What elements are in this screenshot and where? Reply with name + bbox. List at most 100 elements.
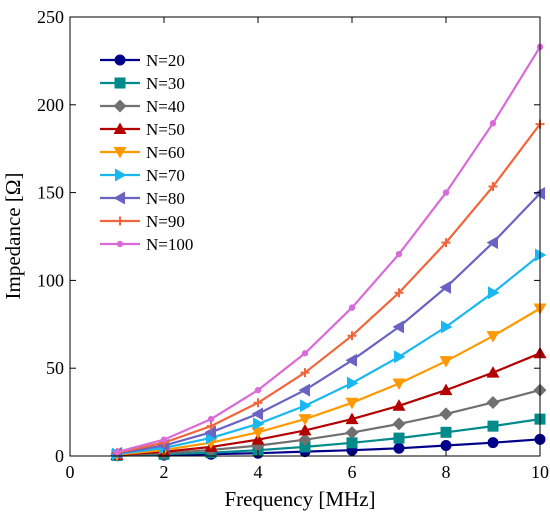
legend-item: N=80: [100, 189, 185, 208]
data-point: [486, 366, 500, 378]
data-point: [204, 425, 216, 439]
legend-label: N=40: [146, 97, 185, 116]
data-point: [298, 383, 310, 397]
data-point: [253, 398, 263, 408]
legend-marker: [115, 168, 127, 182]
data-point: [535, 248, 547, 262]
data-point: [254, 386, 262, 394]
data-point: [533, 186, 545, 200]
series-line: [116, 389, 541, 457]
data-point: [441, 238, 451, 248]
y-tick-label: 250: [37, 7, 64, 27]
series-line: [116, 123, 541, 454]
data-point: [439, 383, 453, 396]
y-tick-label: 0: [55, 446, 64, 466]
data-point: [486, 331, 500, 343]
legend-marker: [113, 191, 125, 205]
legend-label: N=50: [146, 120, 185, 139]
data-point: [394, 288, 404, 298]
legend-item: N=30: [100, 74, 185, 93]
x-tick-label: 6: [348, 462, 357, 482]
series-n-80: [110, 186, 545, 460]
legend-label: N=100: [146, 235, 193, 254]
data-point: [393, 432, 405, 444]
data-point: [298, 414, 312, 426]
series-line: [116, 192, 541, 455]
legend-item: N=90: [100, 212, 185, 231]
legend-label: N=30: [146, 74, 185, 93]
data-point: [160, 436, 168, 443]
legend-item: N=40: [100, 97, 185, 116]
series-line: [116, 254, 541, 456]
x-tick-label: 4: [254, 462, 263, 482]
data-point: [487, 420, 499, 432]
data-point: [300, 399, 312, 413]
x-tick-label: 8: [442, 462, 451, 482]
data-point: [300, 368, 310, 378]
data-point: [347, 376, 359, 390]
data-point: [251, 407, 263, 421]
legend-marker: [114, 54, 126, 66]
legend-marker: [113, 122, 127, 134]
legend-label: N=80: [146, 189, 185, 208]
series-line: [116, 307, 541, 456]
legend: N=20 N=30 N=40 N=50 N=60 N=70 N=80 N=90 N=100: [100, 51, 193, 254]
data-point: [345, 426, 359, 440]
data-point: [113, 448, 121, 456]
data-point: [348, 304, 356, 311]
data-point: [298, 423, 312, 436]
y-tick-label: 150: [37, 183, 64, 203]
legend-item: N=50: [100, 120, 185, 139]
data-point: [392, 378, 406, 390]
series-n-100: [113, 43, 544, 456]
data-point: [392, 399, 406, 411]
series-line: [116, 418, 541, 457]
data-point: [488, 181, 498, 191]
data-point: [301, 350, 309, 357]
data-point: [440, 426, 452, 438]
data-point: [206, 421, 216, 431]
data-point: [253, 417, 265, 431]
legend-marker: [113, 147, 127, 159]
y-tick-label: 50: [46, 358, 64, 378]
series-n-60: [110, 303, 547, 462]
legend-label: N=90: [146, 212, 185, 231]
legend-item: N=20: [100, 51, 185, 70]
series-layer: [110, 43, 547, 462]
data-point: [298, 433, 312, 447]
y-axis-label: Impedance [Ω]: [1, 173, 25, 300]
data-point: [439, 280, 451, 294]
data-point: [299, 441, 311, 453]
series-line: [116, 352, 541, 456]
data-point: [441, 320, 453, 334]
y-tick-label: 200: [37, 95, 64, 115]
x-axis-label: Frequency [MHz]: [224, 487, 375, 511]
x-tick-label: 10: [531, 462, 549, 482]
legend-label: N=20: [146, 51, 185, 70]
data-point: [392, 417, 406, 431]
data-point: [393, 442, 405, 454]
series-line: [116, 46, 541, 454]
legend-marker: [116, 240, 124, 248]
legend-marker: [113, 99, 127, 113]
data-point: [486, 236, 498, 250]
legend-marker: [115, 216, 125, 226]
legend-label: N=70: [146, 166, 185, 185]
data-point: [486, 395, 500, 409]
data-point: [442, 189, 450, 196]
data-point: [392, 320, 404, 334]
data-point: [345, 412, 359, 425]
data-point: [345, 353, 357, 367]
data-point: [488, 286, 500, 300]
data-point: [394, 350, 406, 364]
data-point: [251, 427, 265, 439]
legend-item: N=70: [100, 166, 185, 185]
legend-item: N=100: [100, 235, 193, 254]
legend-item: N=60: [100, 143, 185, 162]
x-tick-label: 2: [160, 462, 169, 482]
series-line: [116, 438, 541, 457]
x-tick-label: 0: [66, 462, 75, 482]
plot-frame: [69, 16, 541, 457]
data-point: [346, 437, 358, 449]
